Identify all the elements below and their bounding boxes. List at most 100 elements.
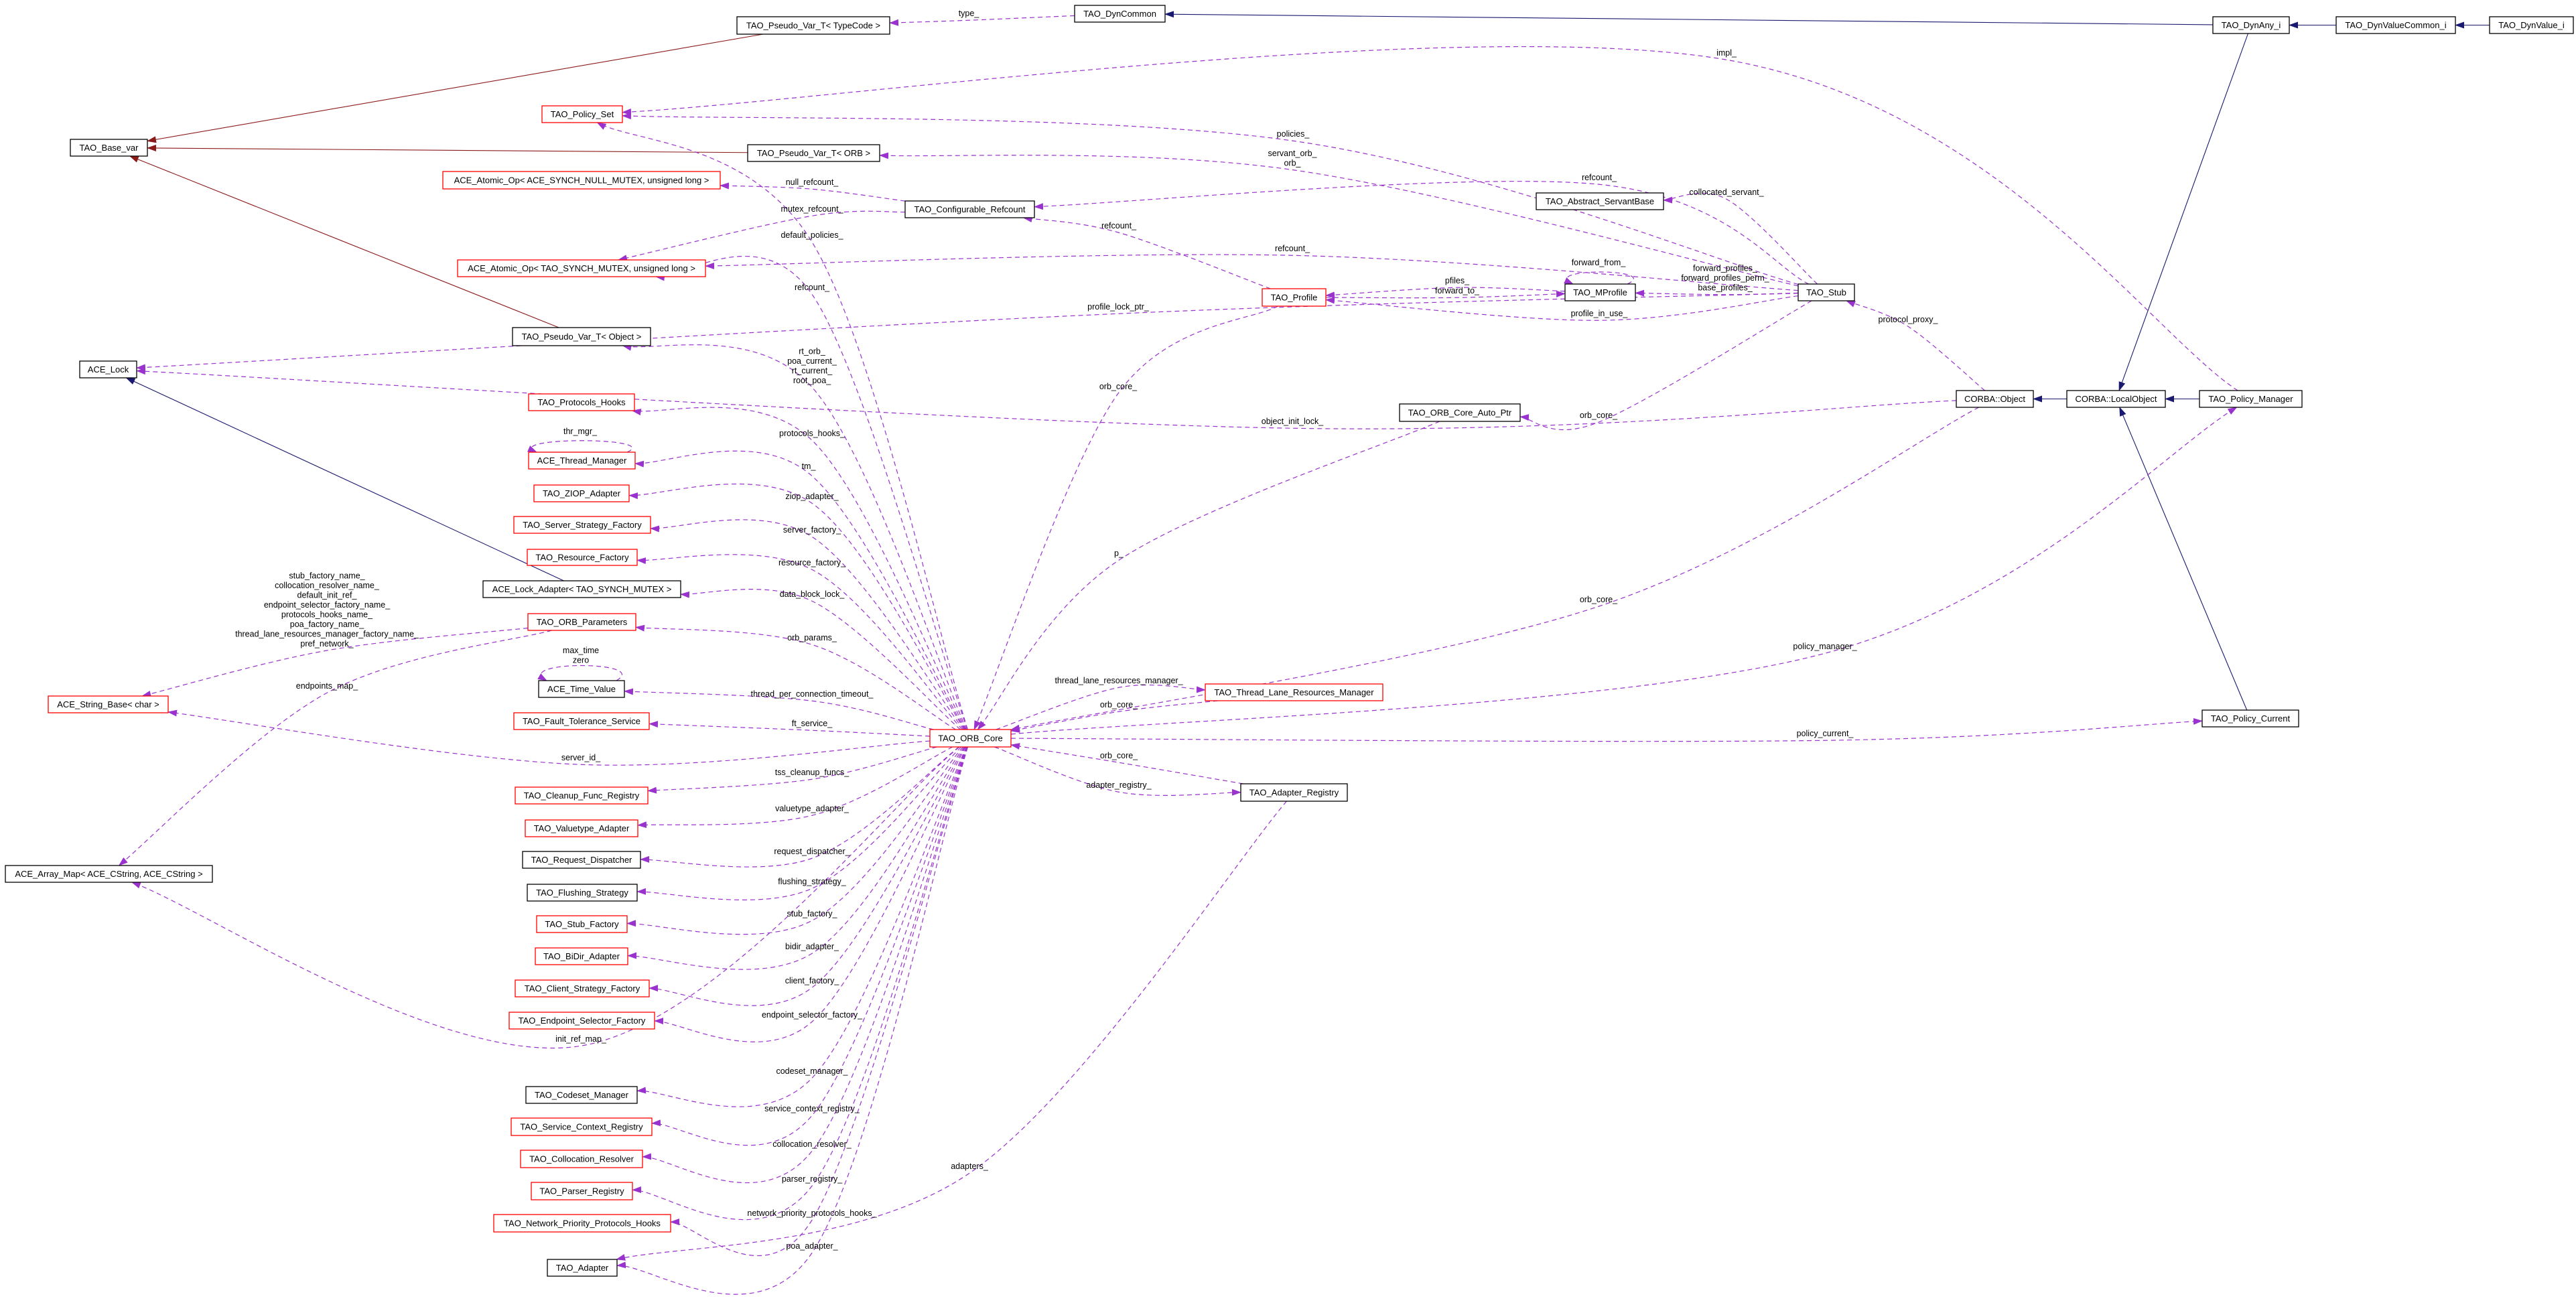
- class-node-abstract_servant[interactable]: TAO_Abstract_ServantBase: [1536, 192, 1664, 210]
- class-box[interactable]: [525, 819, 638, 837]
- class-box[interactable]: [527, 884, 638, 902]
- class-node-policy_current[interactable]: TAO_Policy_Current: [2201, 709, 2299, 728]
- class-box[interactable]: [1205, 683, 1383, 701]
- class-box[interactable]: [531, 1182, 633, 1200]
- class-box[interactable]: [2212, 16, 2290, 34]
- class-node-request_dispatcher[interactable]: TAO_Request_Dispatcher: [522, 851, 641, 869]
- class-node-lock_adapter[interactable]: ACE_Lock_Adapter< TAO_SYNCH_MUTEX >: [482, 580, 681, 598]
- class-node-local_object[interactable]: CORBA::LocalObject: [2066, 390, 2166, 408]
- class-box[interactable]: [525, 1086, 638, 1104]
- class-box[interactable]: [2201, 709, 2299, 728]
- class-box[interactable]: [533, 484, 630, 502]
- class-box[interactable]: [48, 695, 169, 713]
- class-box[interactable]: [442, 171, 721, 190]
- class-node-dynany[interactable]: TAO_DynAny_i: [2212, 16, 2290, 34]
- class-node-tlrm[interactable]: TAO_Thread_Lane_Resources_Manager: [1205, 683, 1383, 701]
- class-box[interactable]: [515, 786, 649, 805]
- class-node-orb_core[interactable]: TAO_ORB_Core: [929, 729, 1012, 748]
- class-node-endpoint_selector[interactable]: TAO_Endpoint_Selector_Factory: [509, 1012, 655, 1030]
- class-node-client_strategy[interactable]: TAO_Client_Strategy_Factory: [515, 979, 650, 997]
- class-node-string_base[interactable]: ACE_String_Base< char >: [48, 695, 169, 713]
- class-box[interactable]: [527, 549, 638, 566]
- class-box[interactable]: [79, 360, 137, 378]
- class-node-resource_factory[interactable]: TAO_Resource_Factory: [527, 549, 638, 566]
- class-box[interactable]: [70, 139, 148, 157]
- class-box[interactable]: [482, 580, 681, 598]
- class-box[interactable]: [541, 105, 623, 123]
- class-node-policy_manager[interactable]: TAO_Policy_Manager: [2199, 390, 2303, 408]
- class-node-flushing[interactable]: TAO_Flushing_Strategy: [527, 884, 638, 902]
- class-box[interactable]: [547, 1259, 618, 1277]
- class-node-protocols_hooks[interactable]: TAO_Protocols_Hooks: [528, 393, 635, 411]
- class-box[interactable]: [1798, 283, 1855, 301]
- class-node-ziop[interactable]: TAO_ZIOP_Adapter: [533, 484, 630, 502]
- class-node-fault_tolerance[interactable]: TAO_Fault_Tolerance_Service: [513, 712, 650, 730]
- class-node-corba_object[interactable]: CORBA::Object: [1956, 390, 2034, 408]
- class-node-dyncommon[interactable]: TAO_DynCommon: [1074, 5, 1166, 23]
- class-node-collocation[interactable]: TAO_Collocation_Resolver: [520, 1150, 643, 1168]
- class-box[interactable]: [1399, 403, 1521, 422]
- class-box[interactable]: [457, 259, 706, 277]
- class-node-server_strategy[interactable]: TAO_Server_Strategy_Factory: [513, 516, 651, 534]
- class-box[interactable]: [512, 327, 651, 346]
- class-node-codeset[interactable]: TAO_Codeset_Manager: [525, 1086, 638, 1104]
- class-node-conf_refcount[interactable]: TAO_Configurable_Refcount: [904, 200, 1035, 218]
- class-node-adapter[interactable]: TAO_Adapter: [547, 1259, 618, 1277]
- class-node-pseudo_orb[interactable]: TAO_Pseudo_Var_T< ORB >: [747, 144, 880, 162]
- class-box[interactable]: [929, 729, 1012, 748]
- class-box[interactable]: [528, 393, 635, 411]
- class-box[interactable]: [509, 1012, 655, 1030]
- class-box[interactable]: [522, 851, 641, 869]
- class-box[interactable]: [520, 1150, 643, 1168]
- class-box[interactable]: [527, 613, 636, 631]
- class-node-orb_parameters[interactable]: TAO_ORB_Parameters: [527, 613, 636, 631]
- class-node-ace_lock[interactable]: ACE_Lock: [79, 360, 137, 378]
- class-node-atomic_mutex[interactable]: ACE_Atomic_Op< TAO_SYNCH_MUTEX, unsigned…: [457, 259, 706, 277]
- class-node-service_context[interactable]: TAO_Service_Context_Registry: [511, 1117, 653, 1136]
- class-box[interactable]: [536, 915, 628, 933]
- class-box[interactable]: [1074, 5, 1166, 23]
- class-node-base_var[interactable]: TAO_Base_var: [70, 139, 148, 157]
- class-node-network_priority[interactable]: TAO_Network_Priority_Protocols_Hooks: [493, 1214, 671, 1233]
- class-node-valuetype[interactable]: TAO_Valuetype_Adapter: [525, 819, 638, 837]
- class-box[interactable]: [1262, 288, 1327, 307]
- class-box[interactable]: [2199, 390, 2303, 408]
- class-node-thread_manager[interactable]: ACE_Thread_Manager: [528, 452, 636, 470]
- class-node-profile[interactable]: TAO_Profile: [1262, 288, 1327, 307]
- class-node-policy_set[interactable]: TAO_Policy_Set: [541, 105, 623, 123]
- class-node-adapter_registry[interactable]: TAO_Adapter_Registry: [1240, 783, 1348, 802]
- class-node-time_value[interactable]: ACE_Time_Value: [538, 680, 625, 698]
- class-node-parser[interactable]: TAO_Parser_Registry: [531, 1182, 633, 1200]
- class-node-stub_factory[interactable]: TAO_Stub_Factory: [536, 915, 628, 933]
- class-node-array_map[interactable]: ACE_Array_Map< ACE_CString, ACE_CString …: [5, 865, 213, 883]
- class-box[interactable]: [747, 144, 880, 162]
- class-box[interactable]: [538, 680, 625, 698]
- class-box[interactable]: [2489, 16, 2574, 34]
- class-node-dynvaluecommon[interactable]: TAO_DynValueCommon_i: [2335, 16, 2456, 34]
- class-node-cleanup[interactable]: TAO_Cleanup_Func_Registry: [515, 786, 649, 805]
- class-box[interactable]: [2066, 390, 2166, 408]
- class-node-orb_core_auto_ptr[interactable]: TAO_ORB_Core_Auto_Ptr: [1399, 403, 1521, 422]
- class-node-atomic_null[interactable]: ACE_Atomic_Op< ACE_SYNCH_NULL_MUTEX, uns…: [442, 171, 721, 190]
- class-box[interactable]: [515, 979, 650, 997]
- class-box[interactable]: [528, 452, 636, 470]
- class-node-stub[interactable]: TAO_Stub: [1798, 283, 1855, 301]
- class-node-mprofile[interactable]: TAO_MProfile: [1564, 283, 1636, 301]
- class-box[interactable]: [904, 200, 1035, 218]
- class-box[interactable]: [513, 516, 651, 534]
- class-node-dynvalue[interactable]: TAO_DynValue_i: [2489, 16, 2574, 34]
- class-box[interactable]: [493, 1214, 671, 1233]
- class-box[interactable]: [535, 947, 628, 965]
- class-box[interactable]: [5, 865, 213, 883]
- class-box[interactable]: [2335, 16, 2456, 34]
- class-node-bidir[interactable]: TAO_BiDir_Adapter: [535, 947, 628, 965]
- class-box[interactable]: [1240, 783, 1348, 802]
- class-box[interactable]: [736, 16, 890, 35]
- class-node-pseudo_object[interactable]: TAO_Pseudo_Var_T< Object >: [512, 327, 651, 346]
- class-box[interactable]: [513, 712, 650, 730]
- class-box[interactable]: [511, 1117, 653, 1136]
- class-box[interactable]: [1956, 390, 2034, 408]
- class-box[interactable]: [1536, 192, 1664, 210]
- class-node-typecode[interactable]: TAO_Pseudo_Var_T< TypeCode >: [736, 16, 890, 35]
- class-box[interactable]: [1564, 283, 1636, 301]
